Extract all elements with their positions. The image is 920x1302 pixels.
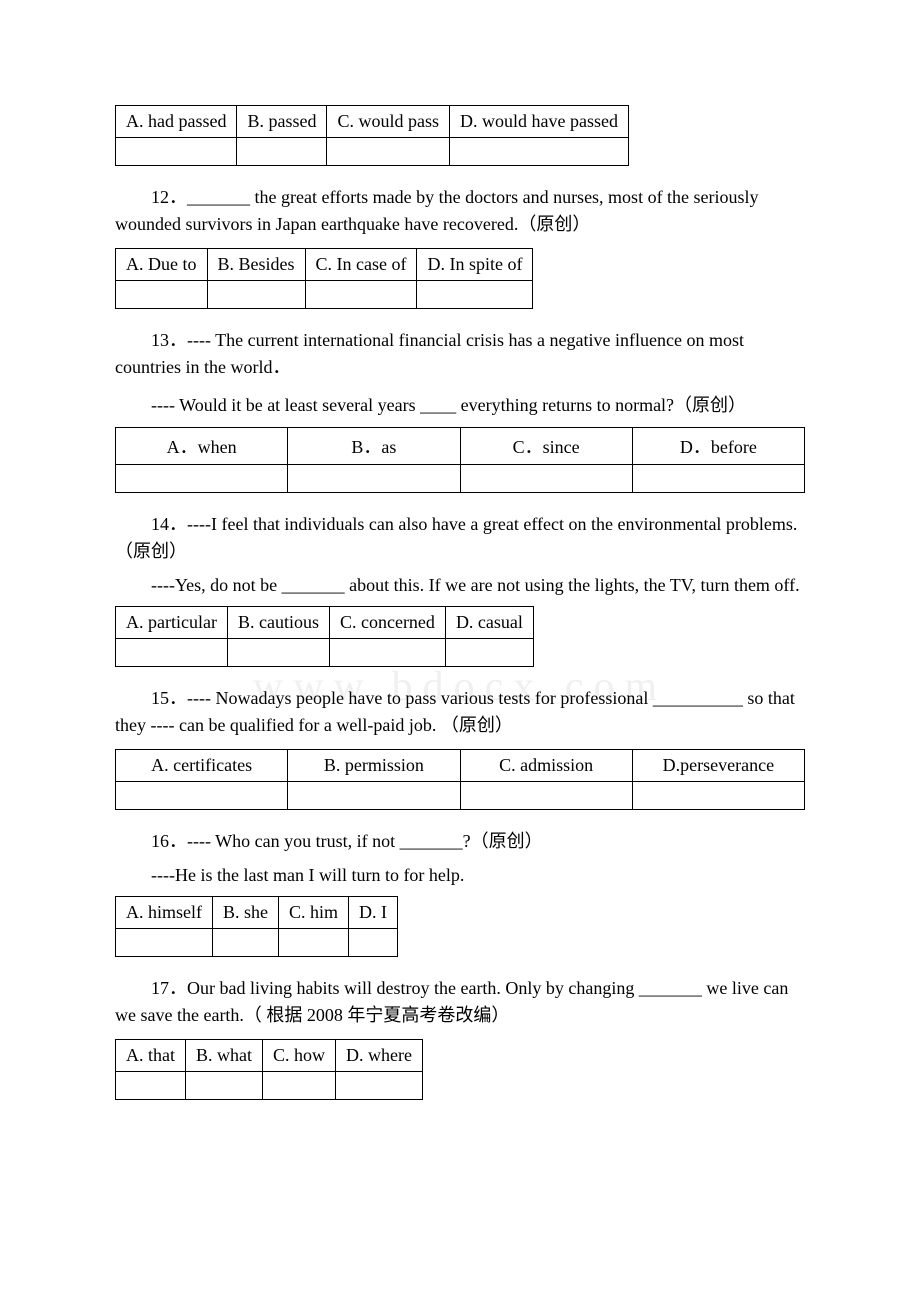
q12-blank-b (207, 281, 305, 309)
q13-blank-c (460, 465, 632, 493)
q11-blank-c (327, 138, 450, 166)
q14-blank-c (329, 639, 445, 667)
q14-blank-d (445, 639, 533, 667)
q15-opt-b: B. permission (288, 750, 460, 782)
q13-text: 13．---- The current international financ… (115, 327, 805, 381)
q17-opt-b: B. what (186, 1040, 263, 1072)
q13-opt-a: A．when (116, 428, 288, 465)
q15-blank-b (288, 782, 460, 810)
q17-opt-c: C. how (263, 1040, 336, 1072)
q16-opt-c: C. him (279, 897, 349, 929)
q16-opt-b: B. she (213, 897, 279, 929)
q12-blank-a (116, 281, 208, 309)
q15-blank-c (460, 782, 632, 810)
q17-opt-d: D. where (336, 1040, 423, 1072)
q14-blank-b (227, 639, 329, 667)
q15-opt-d: D.perseverance (632, 750, 804, 782)
q16-options-table: A. himself B. she C. him D. I (115, 896, 398, 957)
q16-blank-d (349, 929, 398, 957)
q17-text: 17．Our bad living habits will destroy th… (115, 975, 805, 1029)
q12-opt-d: D. In spite of (417, 249, 533, 281)
q14-opt-a: A. particular (116, 607, 228, 639)
q11-blank-a (116, 138, 237, 166)
q14-opt-d: D. casual (445, 607, 533, 639)
document-content: A. had passed B. passed C. would pass D.… (0, 0, 920, 1100)
q16-blank-c (279, 929, 349, 957)
q12-options-table: A. Due to B. Besides C. In case of D. In… (115, 248, 533, 309)
q13-blank-b (288, 465, 460, 493)
q12-opt-a: A. Due to (116, 249, 208, 281)
q15-blank-d (632, 782, 804, 810)
q12-opt-c: C. In case of (305, 249, 417, 281)
q13-blank-d (632, 465, 804, 493)
q11-blank-b (237, 138, 327, 166)
q11-opt-b: B. passed (237, 106, 327, 138)
q17-opt-a: A. that (116, 1040, 186, 1072)
q13-opt-d: D．before (632, 428, 804, 465)
q11-opt-c: C. would pass (327, 106, 450, 138)
q17-blank-c (263, 1072, 336, 1100)
q12-blank-d (417, 281, 533, 309)
q16-blank-a (116, 929, 213, 957)
q11-opt-d: D. would have passed (450, 106, 629, 138)
q15-opt-c: C. admission (460, 750, 632, 782)
q14-blank-a (116, 639, 228, 667)
q17-blank-d (336, 1072, 423, 1100)
q12-text: 12．_______ the great efforts made by the… (115, 184, 805, 238)
q11-opt-a: A. had passed (116, 106, 237, 138)
q15-options-table: A. certificates B. permission C. admissi… (115, 749, 805, 810)
q13-options-table: A．when B．as C．since D．before (115, 427, 805, 493)
q13-blank-a (116, 465, 288, 493)
q16-opt-a: A. himself (116, 897, 213, 929)
q16-blank-b (213, 929, 279, 957)
q15-text: 15．---- Nowadays people have to pass var… (115, 685, 805, 739)
q12-blank-c (305, 281, 417, 309)
q15-blank-a (116, 782, 288, 810)
q13-opt-c: C．since (460, 428, 632, 465)
q13-follow: ---- Would it be at least several years … (115, 391, 805, 417)
q16-follow: ----He is the last man I will turn to fo… (115, 865, 805, 886)
q17-blank-a (116, 1072, 186, 1100)
q14-opt-b: B. cautious (227, 607, 329, 639)
q14-follow: ----Yes, do not be _______ about this. I… (115, 575, 805, 596)
q11-options-table: A. had passed B. passed C. would pass D.… (115, 105, 629, 166)
q17-blank-b (186, 1072, 263, 1100)
q16-text: 16．---- Who can you trust, if not ______… (115, 828, 805, 855)
q13-opt-b: B．as (288, 428, 460, 465)
q14-opt-c: C. concerned (329, 607, 445, 639)
q16-opt-d: D. I (349, 897, 398, 929)
q14-options-table: A. particular B. cautious C. concerned D… (115, 606, 534, 667)
q11-blank-d (450, 138, 629, 166)
q14-text: 14．----I feel that individuals can also … (115, 511, 805, 565)
q12-opt-b: B. Besides (207, 249, 305, 281)
q15-opt-a: A. certificates (116, 750, 288, 782)
q17-options-table: A. that B. what C. how D. where (115, 1039, 423, 1100)
